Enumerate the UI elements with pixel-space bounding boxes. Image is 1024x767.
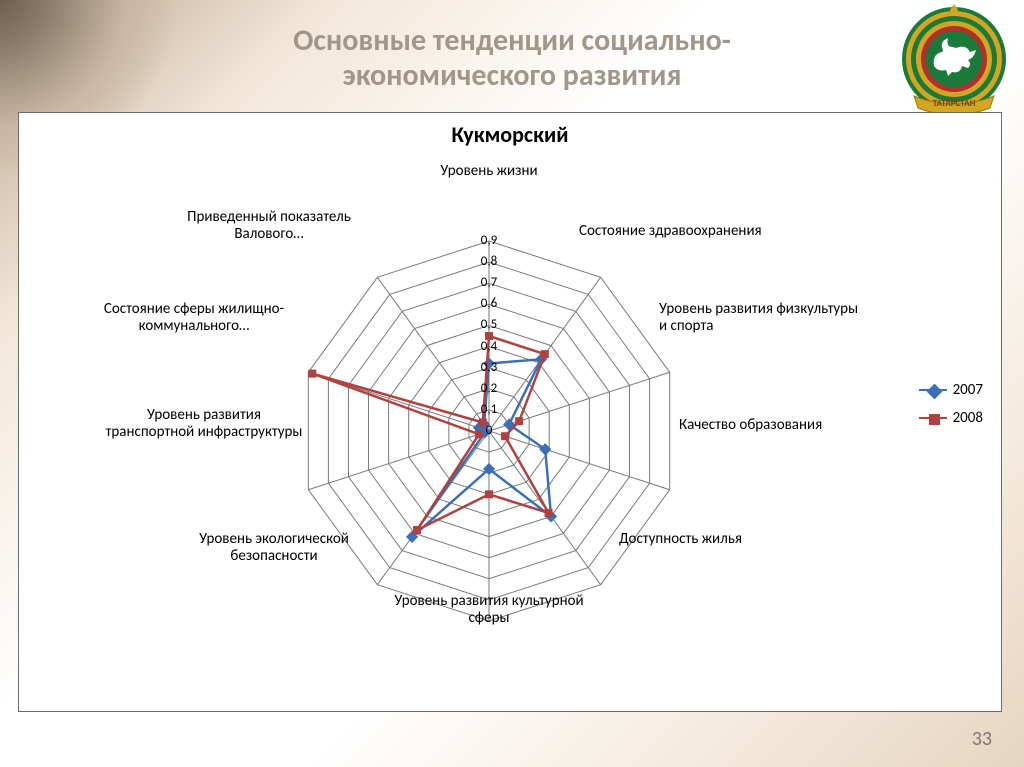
slide: Основные тенденции социально- экономичес… [0, 0, 1024, 767]
slide-title: Основные тенденции социально- экономичес… [0, 24, 1024, 93]
axis-label: Качество образования [679, 417, 859, 434]
radial-tick-label: 0,8 [481, 254, 497, 269]
axis-label: Состояние сферы жилищно-коммунального… [94, 301, 294, 336]
legend-item: 2007 [919, 381, 983, 399]
radial-tick-label: 0,7 [481, 275, 497, 290]
radial-tick-label: 0,2 [481, 381, 497, 396]
legend-label: 2007 [953, 381, 983, 399]
axis-label: Доступность жилья [619, 531, 819, 548]
axis-label: Состояние здравоохранения [579, 223, 779, 240]
axis-label: Уровень экологической безопасности [174, 531, 374, 566]
axis-label: Уровень жизни [409, 163, 569, 180]
radial-tick-label: 0,5 [481, 317, 497, 332]
emblem-banner-text: ТАТАРСТАН [933, 98, 976, 109]
legend-label: 2008 [953, 409, 983, 427]
radar-chart: 2007 2008 0 0,1 0,2 0,3 0,4 0,5 0,6 0,7 0,8 0,9 Уро… [19, 161, 1001, 701]
axis-label: Уровень развития культурной сферы [379, 593, 599, 628]
radial-tick-label: 0 [486, 423, 493, 438]
radial-tick-label: 0,3 [481, 360, 497, 375]
radial-tick-label: 0,1 [481, 402, 497, 417]
axis-label: Уровень развития транспортной инфраструк… [104, 407, 304, 442]
tatarstan-emblem: ТАТАРСТАН [894, 4, 1014, 124]
legend-item: 2008 [919, 409, 983, 427]
title-line-1: Основные тенденции социально- [293, 22, 731, 59]
axis-label: Приведенный показатель Валового… [179, 209, 359, 244]
title-line-2: экономического развития [343, 57, 682, 94]
axis-label: Уровень развития физкультуры и спорта [659, 301, 859, 336]
chart-container: Кукморский 2007 2008 0 0,1 0,2 0,3 0,4 0,5 0,6 0… [18, 112, 1002, 712]
radial-tick-label: 0,4 [481, 339, 497, 354]
page-number: 33 [972, 727, 992, 751]
radial-tick-label: 0,6 [481, 296, 497, 311]
chart-title: Кукморский [19, 121, 1001, 148]
radial-tick-label: 0,9 [481, 233, 497, 248]
legend: 2007 2008 [919, 381, 983, 437]
